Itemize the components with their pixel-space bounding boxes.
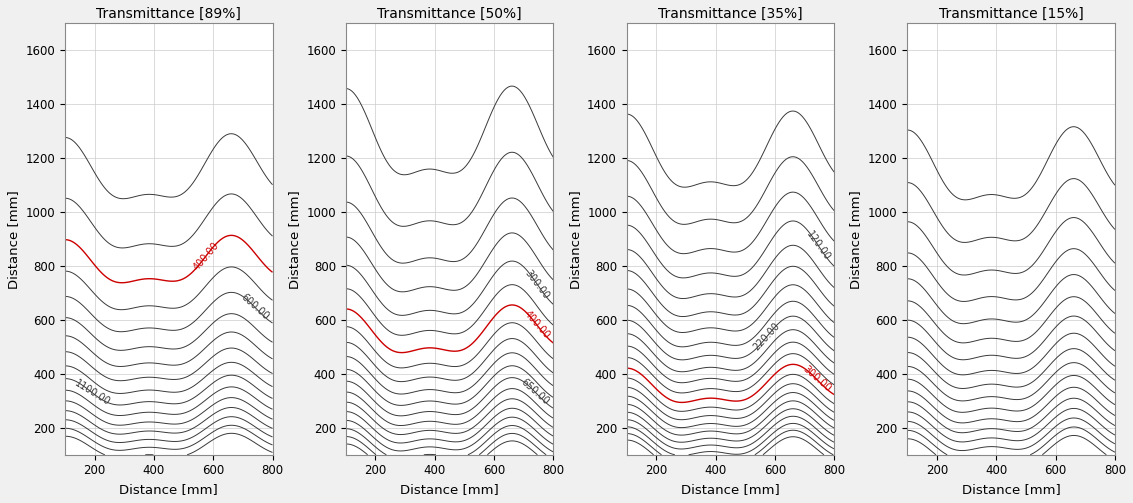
Text: 1100.00: 1100.00 xyxy=(73,378,112,407)
Text: 300.00: 300.00 xyxy=(801,364,833,394)
X-axis label: Distance [mm]: Distance [mm] xyxy=(681,483,780,496)
Text: 120.00: 120.00 xyxy=(804,229,833,263)
Text: 650.00: 650.00 xyxy=(519,377,551,407)
X-axis label: Distance [mm]: Distance [mm] xyxy=(119,483,219,496)
Title: Transmittance [15%]: Transmittance [15%] xyxy=(939,7,1083,21)
Text: 400.00: 400.00 xyxy=(522,309,552,341)
Text: 400.00: 400.00 xyxy=(191,240,221,272)
Text: 300.00: 300.00 xyxy=(523,268,552,301)
X-axis label: Distance [mm]: Distance [mm] xyxy=(962,483,1060,496)
X-axis label: Distance [mm]: Distance [mm] xyxy=(400,483,499,496)
Title: Transmittance [35%]: Transmittance [35%] xyxy=(658,7,802,21)
Text: 220.00: 220.00 xyxy=(751,321,782,353)
Y-axis label: Distance [mm]: Distance [mm] xyxy=(288,190,300,289)
Y-axis label: Distance [mm]: Distance [mm] xyxy=(7,190,20,289)
Title: Transmittance [50%]: Transmittance [50%] xyxy=(377,7,522,21)
Y-axis label: Distance [mm]: Distance [mm] xyxy=(850,190,862,289)
Y-axis label: Distance [mm]: Distance [mm] xyxy=(569,190,581,289)
Title: Transmittance [89%]: Transmittance [89%] xyxy=(96,7,241,21)
Text: 600.00: 600.00 xyxy=(239,292,271,322)
